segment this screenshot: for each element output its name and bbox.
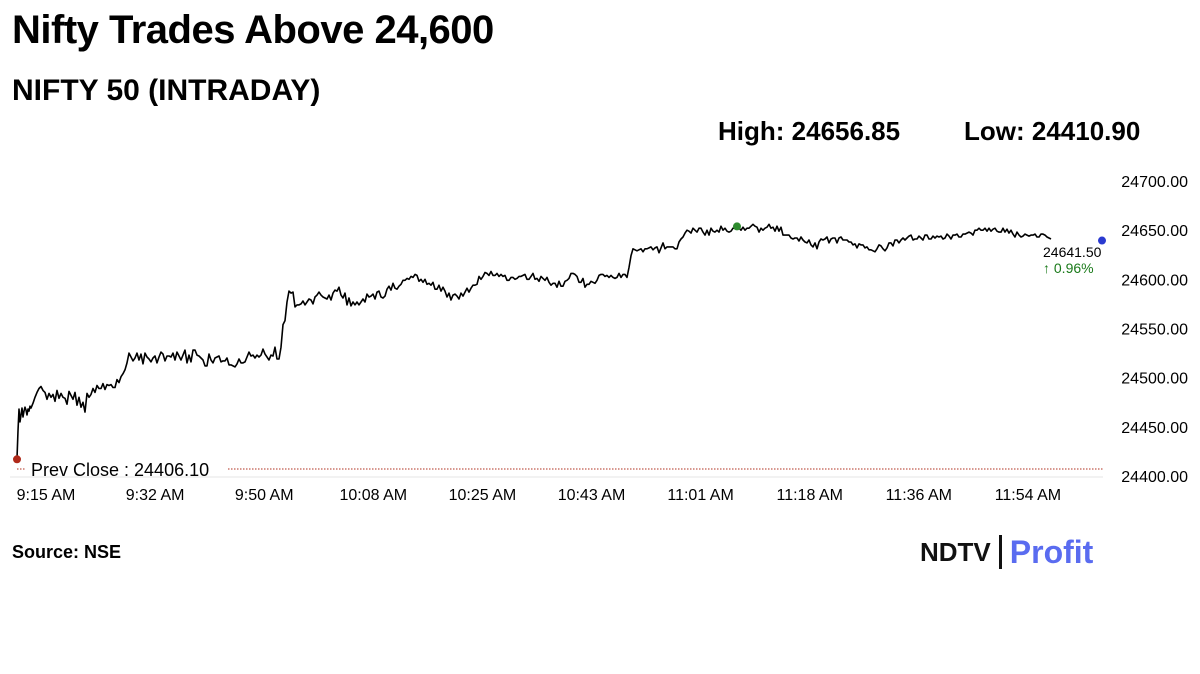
x-tick-label: 11:01 AM — [667, 487, 733, 504]
last-price-label: 24641.50 — [1043, 244, 1102, 260]
y-tick-label: 24600.00 — [1121, 272, 1188, 289]
x-tick-label: 11:36 AM — [886, 487, 952, 504]
change-percent-label: ↑ 0.96% — [1043, 260, 1094, 276]
high-value-label: High: 24656.85 — [718, 116, 901, 146]
nifty-price-line — [16, 223, 1052, 459]
chart-title: Nifty Trades Above 24,600 — [12, 8, 494, 52]
x-tick-label: 9:50 AM — [235, 487, 294, 504]
x-tick-label: 11:54 AM — [995, 487, 1061, 504]
y-tick-label: 24650.00 — [1121, 223, 1188, 240]
x-tick-label: 11:18 AM — [776, 487, 842, 504]
logo-ndtv-text: NDTV — [920, 536, 991, 567]
last-price-marker — [1098, 236, 1106, 245]
x-tick-label: 10:43 AM — [558, 487, 626, 504]
x-tick-label: 9:32 AM — [126, 487, 185, 504]
x-tick-label: 10:08 AM — [339, 487, 407, 504]
day-high-marker — [733, 222, 741, 231]
y-tick-label: 24400.00 — [1121, 469, 1188, 486]
prev-close-label: Prev Close : 24406.10 — [31, 460, 209, 480]
ndtv-profit-logo: NDTV Profit — [920, 532, 1093, 572]
y-tick-label: 24450.00 — [1121, 420, 1188, 437]
x-tick-label: 9:15 AM — [17, 487, 76, 504]
y-tick-label: 24500.00 — [1121, 371, 1188, 388]
logo-separator — [998, 535, 1002, 569]
open-point-marker — [13, 455, 21, 464]
y-tick-label: 24550.00 — [1121, 322, 1188, 339]
logo-profit-text: Profit — [1009, 533, 1094, 570]
low-value-label: Low: 24410.90 — [964, 116, 1141, 146]
y-tick-label: 24700.00 — [1121, 174, 1188, 191]
chart-subtitle: NIFTY 50 (INTRADAY) — [12, 74, 321, 107]
x-tick-label: 10:25 AM — [449, 487, 517, 504]
source-label: Source: NSE — [12, 542, 122, 562]
